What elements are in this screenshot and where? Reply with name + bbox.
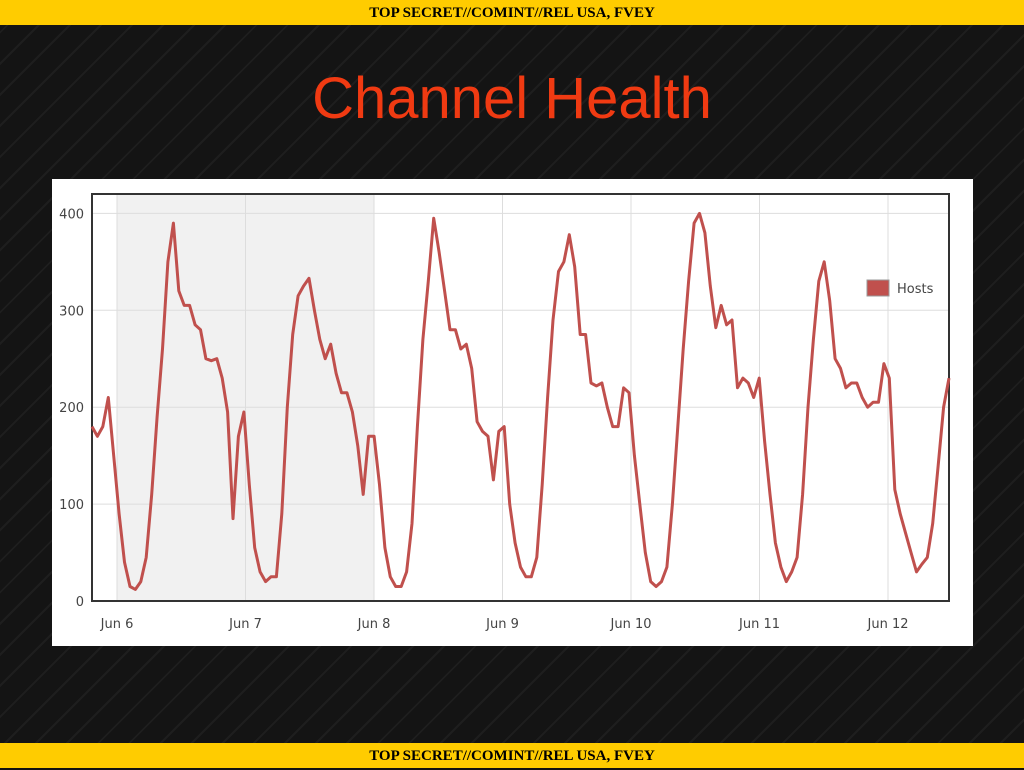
series-line-hosts xyxy=(90,211,951,591)
plot-frame xyxy=(91,193,950,602)
y-tick-label: 0 xyxy=(76,595,84,610)
x-tick-label: Jun 12 xyxy=(867,617,909,632)
x-tick-label: Jun 7 xyxy=(228,617,262,632)
x-tick-label: Jun 11 xyxy=(738,617,780,632)
legend-swatch-hosts xyxy=(866,279,890,297)
classification-banner-bottom: TOP SECRET//COMINT//REL USA, FVEY xyxy=(0,743,1024,768)
x-tick-label: Jun 8 xyxy=(357,617,391,632)
legend-label-hosts: Hosts xyxy=(897,282,934,297)
y-tick-label: 300 xyxy=(59,304,84,319)
y-tick-label: 400 xyxy=(59,207,84,222)
chart-panel: 0 100 200 300 400 Jun 6 Jun 7 Jun 8 Jun 9 Jun 10 J… xyxy=(52,179,973,646)
x-tick-label: Jun 9 xyxy=(485,617,519,632)
line-chart: 0 100 200 300 400 Jun 6 Jun 7 Jun 8 Jun 9 Jun 10 J… xyxy=(59,193,951,632)
y-tick-label: 200 xyxy=(59,401,84,416)
y-tick-label: 100 xyxy=(59,498,84,513)
classification-banner-top: TOP SECRET//COMINT//REL USA, FVEY xyxy=(0,0,1024,25)
x-tick-label: Jun 10 xyxy=(610,617,652,632)
slide-title: Channel Health xyxy=(312,66,712,131)
x-tick-label: Jun 6 xyxy=(100,617,134,632)
